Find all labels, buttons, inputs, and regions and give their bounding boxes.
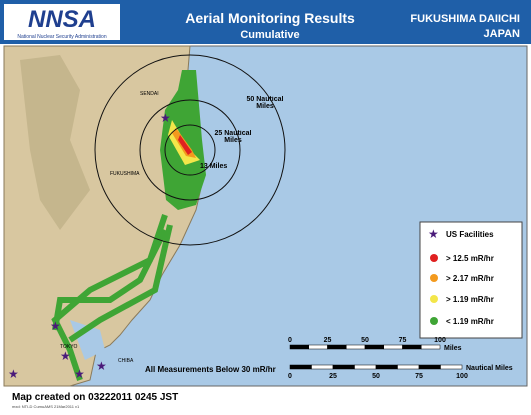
ring-25nm — [139, 99, 241, 201]
scale-segment — [421, 344, 441, 350]
mountains — [20, 55, 90, 230]
legend-swatch — [430, 254, 438, 262]
legend-item: > 2.17 mR/hr — [446, 274, 494, 283]
legend-swatch — [430, 274, 438, 282]
legend-item: < 1.19 mR/hr — [446, 317, 494, 326]
scale-tick: 100 — [434, 337, 446, 344]
place: FUKUSHIMA — [110, 171, 140, 177]
scale-segment — [383, 344, 403, 350]
scale-segment — [311, 364, 334, 370]
facility-stars: ★ ★ ★ ★ ★ ★ — [8, 111, 171, 381]
scale-segment — [346, 344, 366, 350]
mxd: mxd: NTI-D CumuAMS 21Mar2011 v1 — [12, 404, 80, 409]
scale-segment — [397, 364, 420, 370]
legend-star: ★ — [428, 227, 439, 241]
scale-tick: 75 — [399, 337, 407, 344]
scale-segment — [418, 364, 441, 370]
star: ★ — [50, 319, 61, 333]
scale-unit: Nautical Miles — [466, 365, 513, 372]
scale-tick: 75 — [415, 373, 423, 380]
scale-segment — [354, 364, 377, 370]
created: Map created on 03222011 0245 JST — [12, 392, 178, 403]
scale-tick: 50 — [372, 373, 380, 380]
legend-item: > 12.5 mR/hr — [446, 254, 494, 263]
scale-segment — [364, 344, 384, 350]
scale-tick: 100 — [456, 373, 468, 380]
scale-segment — [375, 364, 398, 370]
ring-label: 50 Nautical Miles — [246, 96, 284, 110]
star: ★ — [74, 367, 85, 381]
legend-item: > 1.19 mR/hr — [446, 295, 494, 304]
zone-red — [178, 135, 192, 155]
legend-swatch — [430, 317, 438, 325]
scale-tick: 0 — [288, 337, 292, 344]
scale-tick: 25 — [324, 337, 332, 344]
star: ★ — [8, 367, 19, 381]
ring-50nm — [94, 54, 286, 246]
scale-segment — [402, 344, 422, 350]
logo-box — [4, 4, 120, 40]
scale-tick: 25 — [329, 373, 337, 380]
tokyo-bay — [70, 320, 105, 360]
legend-swatch — [430, 295, 438, 303]
agency: National Nuclear Security Administration — [17, 34, 106, 40]
logo: NNSA — [28, 6, 96, 33]
scale-segment — [308, 344, 328, 350]
scale-segment — [332, 364, 355, 370]
country: JAPAN — [484, 28, 521, 40]
star: ★ — [160, 111, 171, 125]
ring-label: 25 Nautical Miles — [214, 130, 252, 144]
ring-13mi — [164, 124, 216, 176]
scale-segment — [289, 344, 309, 350]
subtitle: Cumulative — [240, 29, 299, 41]
flight-paths — [51, 214, 173, 381]
star: ★ — [60, 349, 71, 363]
place: TOKYO — [60, 344, 78, 350]
scale-tick: 0 — [288, 373, 292, 380]
title: Aerial Monitoring Results — [185, 10, 355, 26]
site: FUKUSHIMA DAIICHI — [410, 13, 520, 25]
scale-segment — [327, 344, 347, 350]
scale-tick: 50 — [361, 337, 369, 344]
star: ★ — [96, 359, 107, 373]
legend-item: US Facilities — [446, 230, 494, 239]
note: All Measurements Below 30 mR/hr — [145, 365, 276, 374]
ring-label: 13 Miles — [200, 163, 227, 170]
scale-segment — [289, 364, 312, 370]
measurements — [51, 70, 206, 381]
place: CHIBA — [118, 358, 134, 364]
scale-segment — [440, 364, 463, 370]
scale-unit: Miles — [444, 345, 462, 352]
place: SENDAI — [140, 91, 159, 97]
